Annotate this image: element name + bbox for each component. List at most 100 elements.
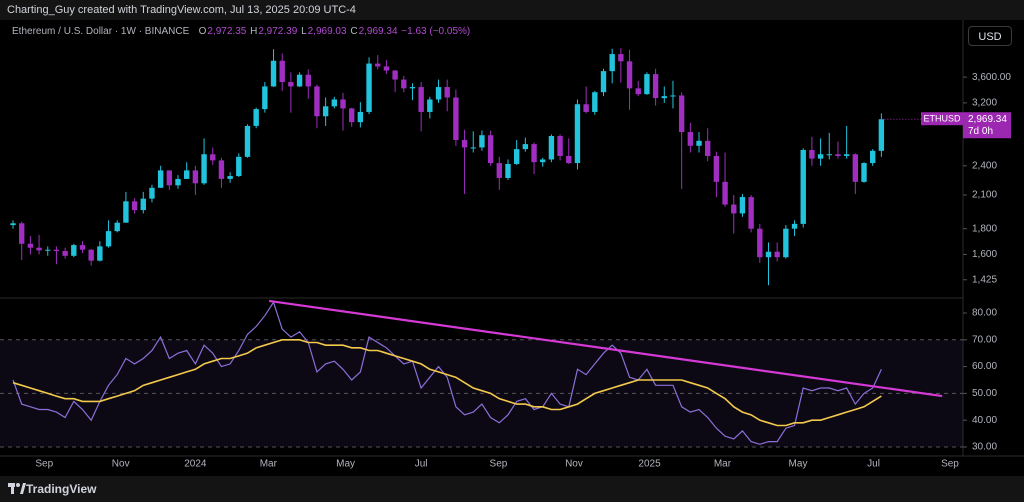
candle	[288, 72, 294, 113]
candle	[140, 191, 146, 214]
candle	[435, 79, 442, 103]
candle-body	[453, 97, 459, 141]
candle-body	[487, 135, 494, 164]
candle-body	[531, 144, 537, 163]
candle-body	[861, 163, 867, 182]
candle-body	[661, 96, 667, 99]
candle	[253, 107, 259, 129]
candle	[609, 48, 615, 84]
candle-body	[105, 231, 112, 247]
ohlc-label: O	[198, 26, 207, 37]
symbol-legend: Ethereum / U.S. Dollar · 1W · BINANCE O2…	[12, 26, 471, 37]
candle	[765, 242, 772, 286]
candle	[470, 131, 476, 153]
candle-body	[826, 154, 832, 156]
candle-body	[270, 60, 277, 87]
candle	[71, 243, 77, 258]
candle-body	[175, 178, 181, 186]
candle-body	[131, 201, 138, 211]
candle-body	[618, 54, 624, 62]
x-tick-label: Mar	[260, 459, 278, 470]
candle	[713, 151, 720, 198]
candle-body	[123, 201, 129, 223]
candle-body	[852, 154, 859, 182]
candle	[461, 129, 468, 194]
candle	[305, 69, 311, 99]
y-tick-label: 2,100	[972, 190, 997, 201]
y-tick-label: 30.00	[972, 442, 997, 453]
candle	[36, 234, 42, 255]
ohlc-value: 2,972.35	[207, 26, 247, 37]
candle-body	[783, 228, 789, 258]
price-tag-text: 2,969.34	[968, 114, 1007, 125]
candle	[401, 75, 407, 93]
candle	[739, 193, 746, 217]
candle-body	[705, 140, 711, 156]
candle	[453, 89, 459, 146]
ohlc-value: 2,972.39	[258, 26, 298, 37]
candle-body	[383, 66, 390, 71]
candle-body	[19, 223, 25, 244]
y-tick-label: 1,425	[972, 274, 997, 285]
candle	[757, 223, 763, 263]
candle	[114, 220, 120, 233]
candle-body	[340, 99, 346, 109]
ohlc-label: H	[250, 26, 258, 37]
candle	[548, 134, 555, 163]
candle	[131, 198, 138, 214]
candle-body	[201, 154, 207, 184]
candle	[444, 79, 450, 112]
candle-body	[114, 222, 120, 232]
candle	[210, 147, 216, 165]
candle-body	[548, 136, 555, 160]
y-tick-label: 60.00	[972, 361, 997, 372]
candle	[262, 82, 268, 113]
candle	[184, 162, 190, 179]
candle-body	[184, 170, 190, 179]
candle	[809, 136, 815, 166]
candle	[670, 80, 676, 109]
trendline	[269, 299, 943, 398]
candle-body	[36, 247, 42, 251]
candle	[843, 125, 850, 159]
candle-body	[505, 163, 511, 178]
candle-body	[88, 249, 94, 261]
candle-body	[10, 223, 16, 226]
x-tick-label: 2025	[638, 459, 661, 470]
candle	[731, 194, 737, 234]
candle-body	[592, 92, 598, 112]
x-tick-label: Sep	[490, 459, 508, 470]
candle	[600, 68, 607, 97]
candle	[513, 140, 520, 165]
candle	[19, 221, 25, 260]
candle-body	[470, 147, 476, 149]
ohlc-label: L	[301, 26, 307, 37]
candle	[27, 236, 34, 255]
candle	[218, 157, 225, 188]
x-tick-label: Nov	[565, 459, 583, 470]
y-tick-label: 50.00	[972, 388, 997, 399]
candle-body	[817, 154, 824, 159]
candle-body	[800, 149, 806, 224]
candle-body	[401, 79, 407, 89]
candle-body	[375, 63, 381, 67]
candle	[583, 86, 589, 114]
candle-body	[322, 106, 329, 117]
candle	[540, 157, 546, 167]
candle	[852, 153, 859, 194]
currency-button[interactable]: USD	[968, 26, 1012, 46]
x-tick-label: May	[336, 459, 355, 470]
symbol-tag	[921, 112, 963, 126]
candle-body	[366, 63, 372, 112]
candle-body	[71, 245, 77, 256]
y-tick-label: 2,400	[972, 160, 997, 171]
candle	[783, 225, 789, 259]
candle	[791, 220, 798, 237]
candle	[97, 241, 103, 262]
candle-body	[27, 243, 34, 248]
x-tick-label: Mar	[714, 459, 732, 470]
candle	[505, 159, 511, 180]
candle-body	[392, 70, 398, 80]
credit-bar: Charting_Guy created with TradingView.co…	[0, 0, 1024, 20]
candle-body	[644, 74, 650, 95]
